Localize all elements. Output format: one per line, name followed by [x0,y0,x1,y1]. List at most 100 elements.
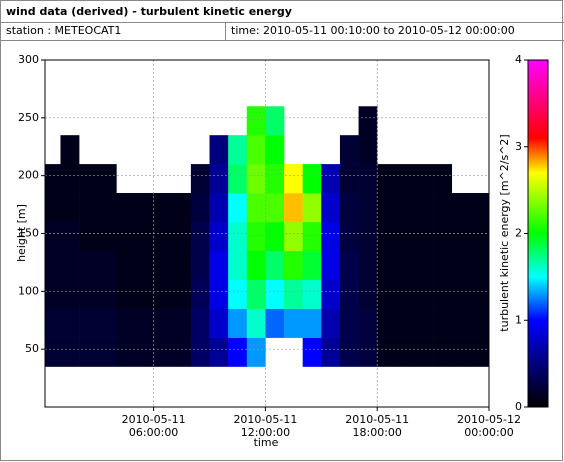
heat-cell [284,279,303,309]
heat-cell [265,106,285,136]
heat-cell [339,337,359,367]
colorbar-tick-label: 0 [515,400,522,413]
heat-cell [265,279,285,309]
heat-cell [302,221,322,252]
heat-cell [339,308,359,338]
heat-cell [451,279,471,309]
heat-cell [60,193,80,223]
heat-cell [209,193,229,223]
heat-cell [97,164,117,194]
chart-title: wind data (derived) - turbulent kinetic … [6,5,292,18]
heat-cell [60,337,80,367]
heat-cell [153,193,173,223]
heat-cell [358,308,378,338]
heat-cell [209,221,229,252]
heat-cell [60,164,80,194]
heat-cell [134,337,154,367]
heat-cell [45,337,61,367]
heat-cell [470,250,490,281]
heat-cell [395,221,415,252]
heat-cell [60,308,80,338]
heat-cell [246,106,266,136]
colorbar-label: turbulent kinetic energy [m^2/s^2] [498,134,511,331]
heat-cell [284,308,303,338]
y-tick-label: 300 [18,53,39,66]
heat-cell [153,279,173,309]
heat-cell [172,279,192,309]
heat-cell [228,250,248,281]
heat-cell [228,135,248,165]
heat-cell [134,221,154,252]
heat-cell [414,279,434,309]
colorbar [527,59,549,408]
heat-cell [395,308,415,338]
heat-cell [377,308,397,338]
heat-cell [302,164,322,194]
heat-cell [209,250,229,281]
heat-cell [302,250,322,281]
heat-cell [134,193,154,223]
y-tick-label: 200 [18,169,39,182]
heat-cell [172,221,192,252]
heat-cell [358,279,378,309]
heat-cell [358,106,378,136]
colorbar-tick-label: 3 [515,140,522,153]
heat-cell [321,164,341,194]
heat-cell [265,164,285,194]
heat-cell [321,221,341,252]
heat-cell [209,164,229,194]
heat-cell [97,193,117,223]
heat-cell [433,164,453,194]
time-range: time: 2010-05-11 00:10:00 to 2010-05-12 … [231,24,515,37]
heat-cell [433,250,453,281]
heat-cell [45,193,61,223]
heat-cell [470,308,490,338]
plot-border [44,59,490,408]
heat-cell [358,221,378,252]
heat-cell [116,221,136,252]
heat-cell [321,250,341,281]
heat-cell [246,193,266,223]
heat-cell [433,337,453,367]
heat-cell [79,279,99,309]
heat-cell [321,193,341,223]
station: station : METEOCAT1 [6,24,121,37]
heat-cell [433,279,453,309]
heat-cell [470,221,490,252]
heat-cell [414,193,434,223]
heat-cell [116,279,136,309]
heat-cell [451,308,471,338]
heat-cell [358,337,378,367]
heat-cell [190,308,210,338]
heat-cell [470,193,490,223]
heat-cell [451,250,471,281]
heat-cell [190,221,210,252]
heat-cell [60,279,80,309]
heat-cell [116,337,136,367]
heat-cell [395,164,415,194]
heat-cell [265,135,285,165]
heat-cell [395,193,415,223]
heat-cell [134,308,154,338]
heat-cell [228,164,248,194]
heat-cell [153,250,173,281]
heat-cell [172,250,192,281]
heat-cell [190,279,210,309]
heat-cell [246,337,266,367]
heat-cell [228,193,248,223]
heat-cell [321,337,341,367]
heat-cell [321,279,341,309]
heat-cell [134,250,154,281]
y-tick-label: 100 [18,284,39,297]
heat-cell [79,308,99,338]
heat-cell [246,164,266,194]
heat-cell [339,135,359,165]
heat-cell [45,221,61,252]
heat-cell [116,250,136,281]
heat-cell [209,308,229,338]
heat-cell [97,221,117,252]
heat-cell [246,221,266,252]
heat-cell [339,279,359,309]
heat-cell [265,250,285,281]
